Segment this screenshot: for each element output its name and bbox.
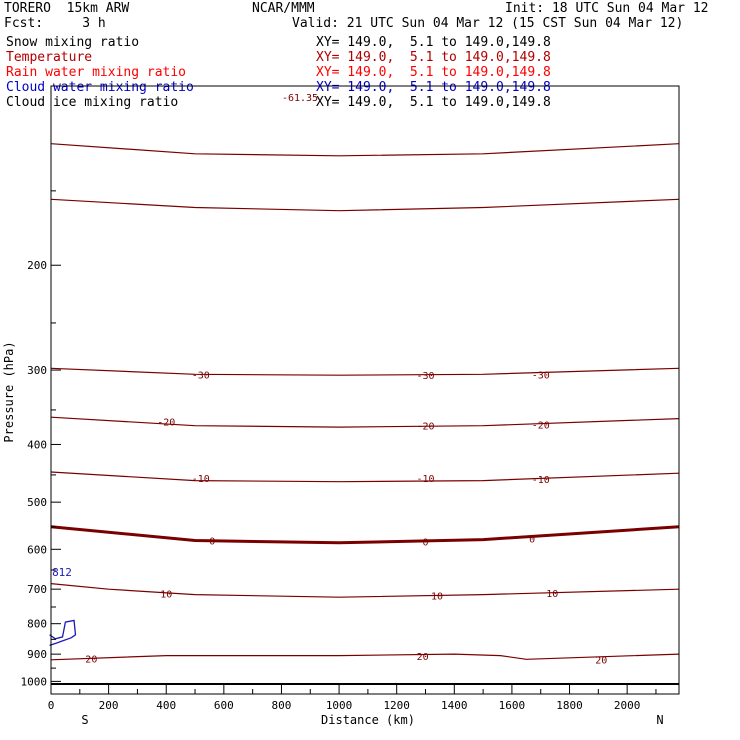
isotherm--10 — [50, 471, 680, 483]
x-tick-label: 1600 — [499, 699, 526, 712]
x-tick-label: 1800 — [556, 699, 583, 712]
isotherm-label: 20 — [595, 655, 607, 666]
isotherm-label: -30 — [532, 370, 550, 381]
field-name-rain: Rain water mixing ratio — [6, 65, 187, 80]
x-axis-title: Distance (km) — [321, 713, 415, 727]
x-tick-label: 800 — [272, 699, 292, 712]
y-tick-label: 800 — [27, 618, 47, 631]
isotherm-label: 0 — [422, 537, 428, 548]
field-name-cloud-ice: Cloud ice mixing ratio — [6, 95, 179, 110]
field-xy-cloud-ice: XY= 149.0, 5.1 to 149.0,149.8 — [316, 95, 551, 110]
isotherm-label: 0 — [209, 537, 215, 548]
x-tick-label: 1200 — [383, 699, 410, 712]
isotherm-label: -20 — [416, 422, 434, 433]
contour-label-layer: -30 -30 -30 -20 -20 -20 -10 -10 -10 0 0 0 10 10 10 20 20… — [85, 370, 607, 666]
isotherm-layer — [50, 143, 680, 661]
init-time: Init: 18 UTC Sun 04 Mar 12 — [505, 1, 709, 16]
north-end-label: N — [656, 713, 663, 727]
isotherm--30 — [50, 367, 680, 376]
x-tick-label: 1000 — [326, 699, 353, 712]
field-name-temperature: Temperature — [6, 50, 93, 65]
cloud-water-contour-label: 812 — [52, 566, 72, 579]
y-axis-title: Pressure (hPa) — [2, 341, 16, 442]
isotherm--40 — [50, 198, 680, 212]
y-tick-label: 400 — [27, 438, 47, 451]
isotherm-label: -10 — [192, 474, 210, 485]
x-tick-label: 2000 — [614, 699, 641, 712]
y-tick-label: 1000 — [21, 675, 48, 688]
isotherm-label: -30 — [192, 370, 210, 381]
field-xy-temperature: XY= 149.0, 5.1 to 149.0,149.8 — [316, 50, 551, 65]
organization-label: NCAR/MMM — [252, 1, 315, 16]
isotherm-label: 10 — [431, 592, 443, 603]
field-xy-rain: XY= 149.0, 5.1 to 149.0,149.8 — [316, 65, 551, 80]
isotherm-10 — [50, 583, 680, 598]
model-title: TORERO 15km ARW — [4, 1, 130, 16]
x-tick-label: 1400 — [441, 699, 468, 712]
top-contour-label: -61.35 — [282, 93, 318, 104]
valid-time: Valid: 21 UTC Sun 04 Mar 12 (15 CST Sun … — [292, 16, 684, 31]
isotherm-0 — [50, 525, 680, 545]
isotherm-20 — [50, 653, 680, 661]
isotherm-label: 10 — [546, 589, 558, 600]
isotherm-label: 20 — [85, 654, 97, 665]
isotherm--50 — [50, 143, 680, 157]
cloud-water-layer — [49, 619, 77, 646]
y-tick-label: 700 — [27, 583, 47, 596]
isotherm-label: 10 — [160, 590, 172, 601]
field-name-cloud-water: Cloud water mixing ratio — [6, 80, 194, 95]
y-tick-label: 200 — [27, 259, 47, 272]
field-xy-snow: XY= 149.0, 5.1 to 149.0,149.8 — [316, 35, 551, 50]
isotherm-label: 20 — [417, 652, 429, 663]
y-tick-label: 900 — [27, 648, 47, 661]
isotherm-label: -10 — [532, 475, 550, 486]
x-tick-label: 0 — [48, 699, 55, 712]
isotherm--20 — [50, 416, 680, 428]
y-tick-label: 600 — [27, 543, 47, 556]
field-xy-cloud-water: XY= 149.0, 5.1 to 149.0,149.8 — [316, 80, 551, 95]
plot-frame — [50, 85, 680, 695]
y-tick-label: 300 — [27, 364, 47, 377]
south-end-label: S — [81, 713, 88, 727]
x-tick-label: 600 — [214, 699, 234, 712]
x-tick-label: 400 — [156, 699, 176, 712]
isotherm-label: -10 — [416, 474, 434, 485]
y-tick-label: 500 — [27, 496, 47, 509]
isotherm-label: 0 — [529, 534, 535, 545]
forecast-hour: Fcst: 3 h — [4, 16, 106, 31]
isotherm-label: -20 — [157, 417, 175, 428]
field-name-snow: Snow mixing ratio — [6, 35, 140, 50]
isotherm-label: -20 — [532, 420, 550, 431]
cloud-water-contour — [49, 619, 77, 646]
isotherm-label: -30 — [416, 371, 434, 382]
x-tick-label: 200 — [99, 699, 119, 712]
